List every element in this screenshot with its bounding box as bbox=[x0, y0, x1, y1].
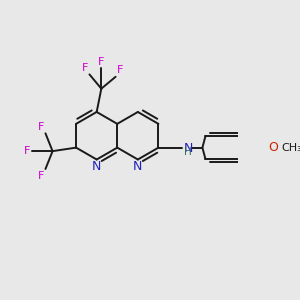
Text: F: F bbox=[24, 146, 30, 156]
Text: F: F bbox=[82, 63, 88, 73]
Text: F: F bbox=[98, 57, 104, 67]
Text: N: N bbox=[92, 160, 101, 173]
Text: CH₃: CH₃ bbox=[281, 142, 300, 153]
Text: N: N bbox=[133, 160, 142, 173]
Text: N: N bbox=[184, 142, 193, 155]
Text: F: F bbox=[117, 65, 124, 75]
Text: F: F bbox=[38, 171, 44, 181]
Text: O: O bbox=[268, 141, 278, 154]
Text: F: F bbox=[38, 122, 44, 132]
Text: H: H bbox=[184, 147, 192, 158]
